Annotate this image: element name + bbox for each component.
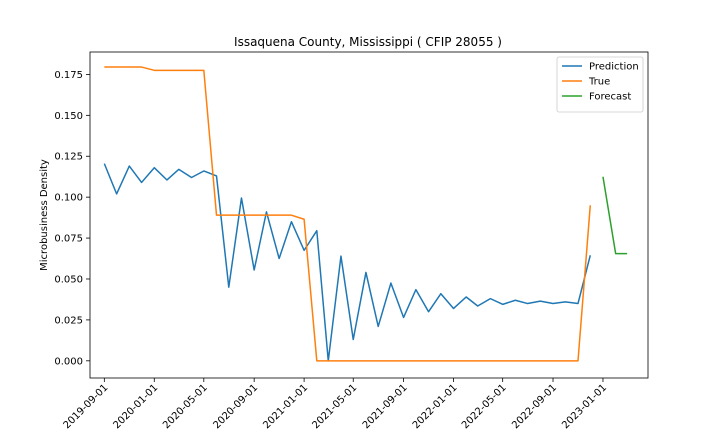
legend-label-true: True <box>588 77 610 88</box>
x-tick-label: 2021-05-01 <box>310 382 359 431</box>
legend-box <box>556 56 644 113</box>
y-tick-label: 0.025 <box>54 315 83 326</box>
y-tick-label: 0.000 <box>54 356 83 367</box>
chart-title: Issaquena County, Mississippi ( CFIP 280… <box>234 35 502 49</box>
x-tick-label: 2020-05-01 <box>161 382 210 431</box>
y-tick-label: 0.050 <box>54 274 83 285</box>
x-tick-label: 2022-01-01 <box>411 382 460 431</box>
legend-label-prediction: Prediction <box>589 62 639 73</box>
y-tick-label: 0.100 <box>54 193 83 204</box>
x-tick-label: 2022-09-01 <box>510 382 559 431</box>
legend: Prediction True Forecast <box>556 56 644 113</box>
y-tick-label: 0.175 <box>54 70 83 81</box>
x-tick-label: 2021-09-01 <box>361 382 410 431</box>
x-tick-label: 2020-01-01 <box>112 382 161 431</box>
series-line-forecast <box>602 176 628 255</box>
series-line-prediction <box>103 163 592 362</box>
x-tick-label: 2020-09-01 <box>211 382 260 431</box>
y-axis-label: Microbusiness Density <box>39 159 50 271</box>
y-tick-label: 0.150 <box>54 111 83 122</box>
y-tick-label: 0.125 <box>54 152 83 163</box>
series-layer <box>103 66 628 362</box>
x-tick-label: 2019-09-01 <box>62 382 111 431</box>
x-tick-label: 2023-01-01 <box>560 382 609 431</box>
series-line-true <box>104 66 592 362</box>
y-axis: 0.000 0.025 0.050 0.075 0.100 0.125 0.150 0.175 <box>54 70 90 367</box>
plot-frame <box>89 51 649 379</box>
y-tick-label: 0.075 <box>54 234 83 245</box>
legend-label-forecast: Forecast <box>589 92 631 103</box>
x-tick-label: 2022-05-01 <box>460 382 509 431</box>
x-tick-label: 2021-01-01 <box>261 382 310 431</box>
x-axis: 2019-09-01 2020-01-01 2020-05-01 2020-09-01… <box>62 378 609 431</box>
